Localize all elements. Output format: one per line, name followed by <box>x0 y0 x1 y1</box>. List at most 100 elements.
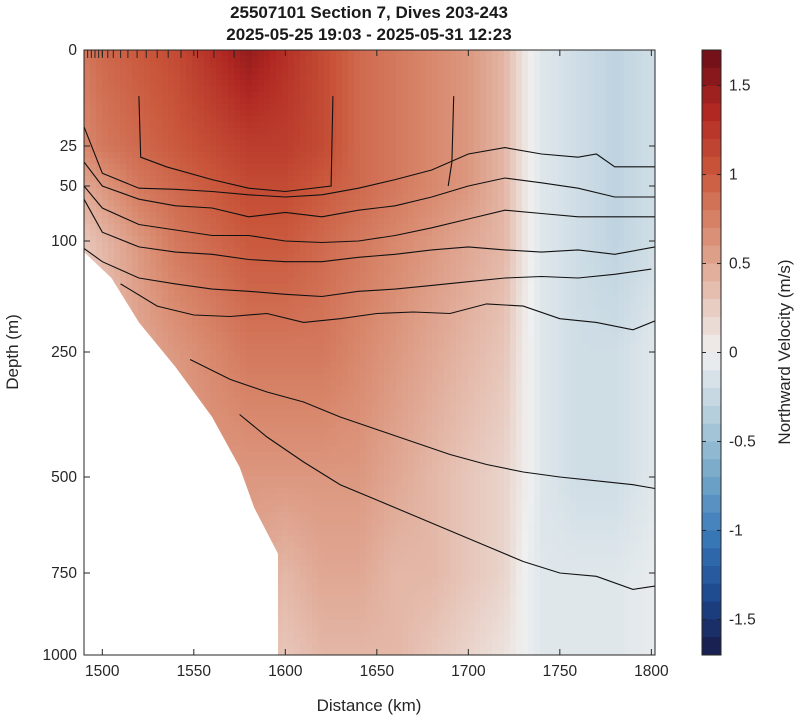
field-cell <box>96 188 103 195</box>
field-cell <box>156 296 163 303</box>
field-cell <box>132 68 139 75</box>
field-cell <box>240 218 247 225</box>
field-cell <box>228 92 235 99</box>
field-cell <box>564 356 571 363</box>
field-cell <box>294 152 301 159</box>
field-cell <box>486 98 493 105</box>
field-cell <box>180 62 187 69</box>
field-cell <box>450 350 457 357</box>
field-cell <box>192 194 199 201</box>
field-cell <box>270 122 277 129</box>
field-cell <box>252 128 259 135</box>
field-cell <box>480 278 487 285</box>
field-cell <box>396 62 403 69</box>
field-cell <box>456 170 463 177</box>
field-cell <box>426 224 433 231</box>
field-cell <box>612 224 619 231</box>
field-cell <box>342 350 349 357</box>
field-cell <box>450 302 457 309</box>
field-cell <box>318 146 325 153</box>
field-cell <box>504 98 511 105</box>
field-cell <box>246 296 253 303</box>
field-cell <box>312 134 319 141</box>
field-cell <box>258 86 265 93</box>
field-cell <box>330 152 337 159</box>
field-cell <box>216 278 223 285</box>
field-cell <box>168 122 175 129</box>
field-cell <box>132 104 139 111</box>
field-cell <box>108 206 115 213</box>
field-cell <box>438 158 445 165</box>
field-cell <box>246 164 253 171</box>
field-cell <box>486 62 493 69</box>
field-cell <box>540 248 547 255</box>
field-cell <box>564 218 571 225</box>
field-cell <box>492 296 499 303</box>
field-cell <box>420 230 427 237</box>
field-cell <box>228 176 235 183</box>
field-cell <box>198 332 205 339</box>
field-cell <box>318 164 325 171</box>
field-cell <box>90 56 97 63</box>
field-cell <box>408 266 415 273</box>
field-cell <box>444 140 451 147</box>
field-cell <box>174 110 181 117</box>
field-cell <box>474 68 481 75</box>
field-cell <box>210 230 217 237</box>
field-cell <box>600 314 607 321</box>
field-cell <box>180 254 187 261</box>
field-cell <box>366 110 373 117</box>
field-cell <box>540 254 547 261</box>
field-cell <box>384 242 391 249</box>
field-cell <box>252 212 259 219</box>
field-cell <box>474 194 481 201</box>
field-cell <box>102 104 109 111</box>
field-cell <box>228 134 235 141</box>
field-cell <box>570 320 577 327</box>
field-cell <box>642 314 649 321</box>
field-cell <box>90 74 97 81</box>
field-cell <box>336 224 343 231</box>
field-cell <box>366 194 373 201</box>
field-cell <box>324 332 331 339</box>
field-cell <box>204 62 211 69</box>
field-cell <box>636 272 643 279</box>
field-cell <box>240 188 247 195</box>
field-cell <box>150 182 157 189</box>
field-cell <box>372 284 379 291</box>
field-cell <box>642 92 649 99</box>
field-cell <box>504 74 511 81</box>
field-cell <box>480 152 487 159</box>
field-cell <box>570 308 577 315</box>
field-cell <box>480 188 487 195</box>
field-cell <box>528 302 535 309</box>
field-cell <box>516 134 523 141</box>
field-cell <box>636 224 643 231</box>
field-cell <box>180 170 187 177</box>
field-cell <box>84 68 91 75</box>
field-cell <box>546 302 553 309</box>
field-cell <box>204 272 211 279</box>
field-cell <box>570 224 577 231</box>
field-cell <box>564 68 571 75</box>
field-cell <box>282 314 289 321</box>
field-cell <box>354 86 361 93</box>
field-cell <box>588 272 595 279</box>
field-cell <box>576 266 583 273</box>
field-cell <box>426 140 433 147</box>
field-cell <box>324 356 331 363</box>
field-cell <box>300 128 307 135</box>
field-cell <box>222 128 229 135</box>
field-cell <box>306 260 313 267</box>
field-cell <box>324 260 331 267</box>
field-cell <box>96 242 103 249</box>
field-cell <box>510 218 517 225</box>
field-cell <box>390 284 397 291</box>
field-cell <box>636 182 643 189</box>
field-cell <box>384 236 391 243</box>
field-cell <box>402 350 409 357</box>
field-cell <box>624 266 631 273</box>
field-cell <box>600 140 607 147</box>
field-cell <box>354 56 361 63</box>
field-cell <box>282 62 289 69</box>
